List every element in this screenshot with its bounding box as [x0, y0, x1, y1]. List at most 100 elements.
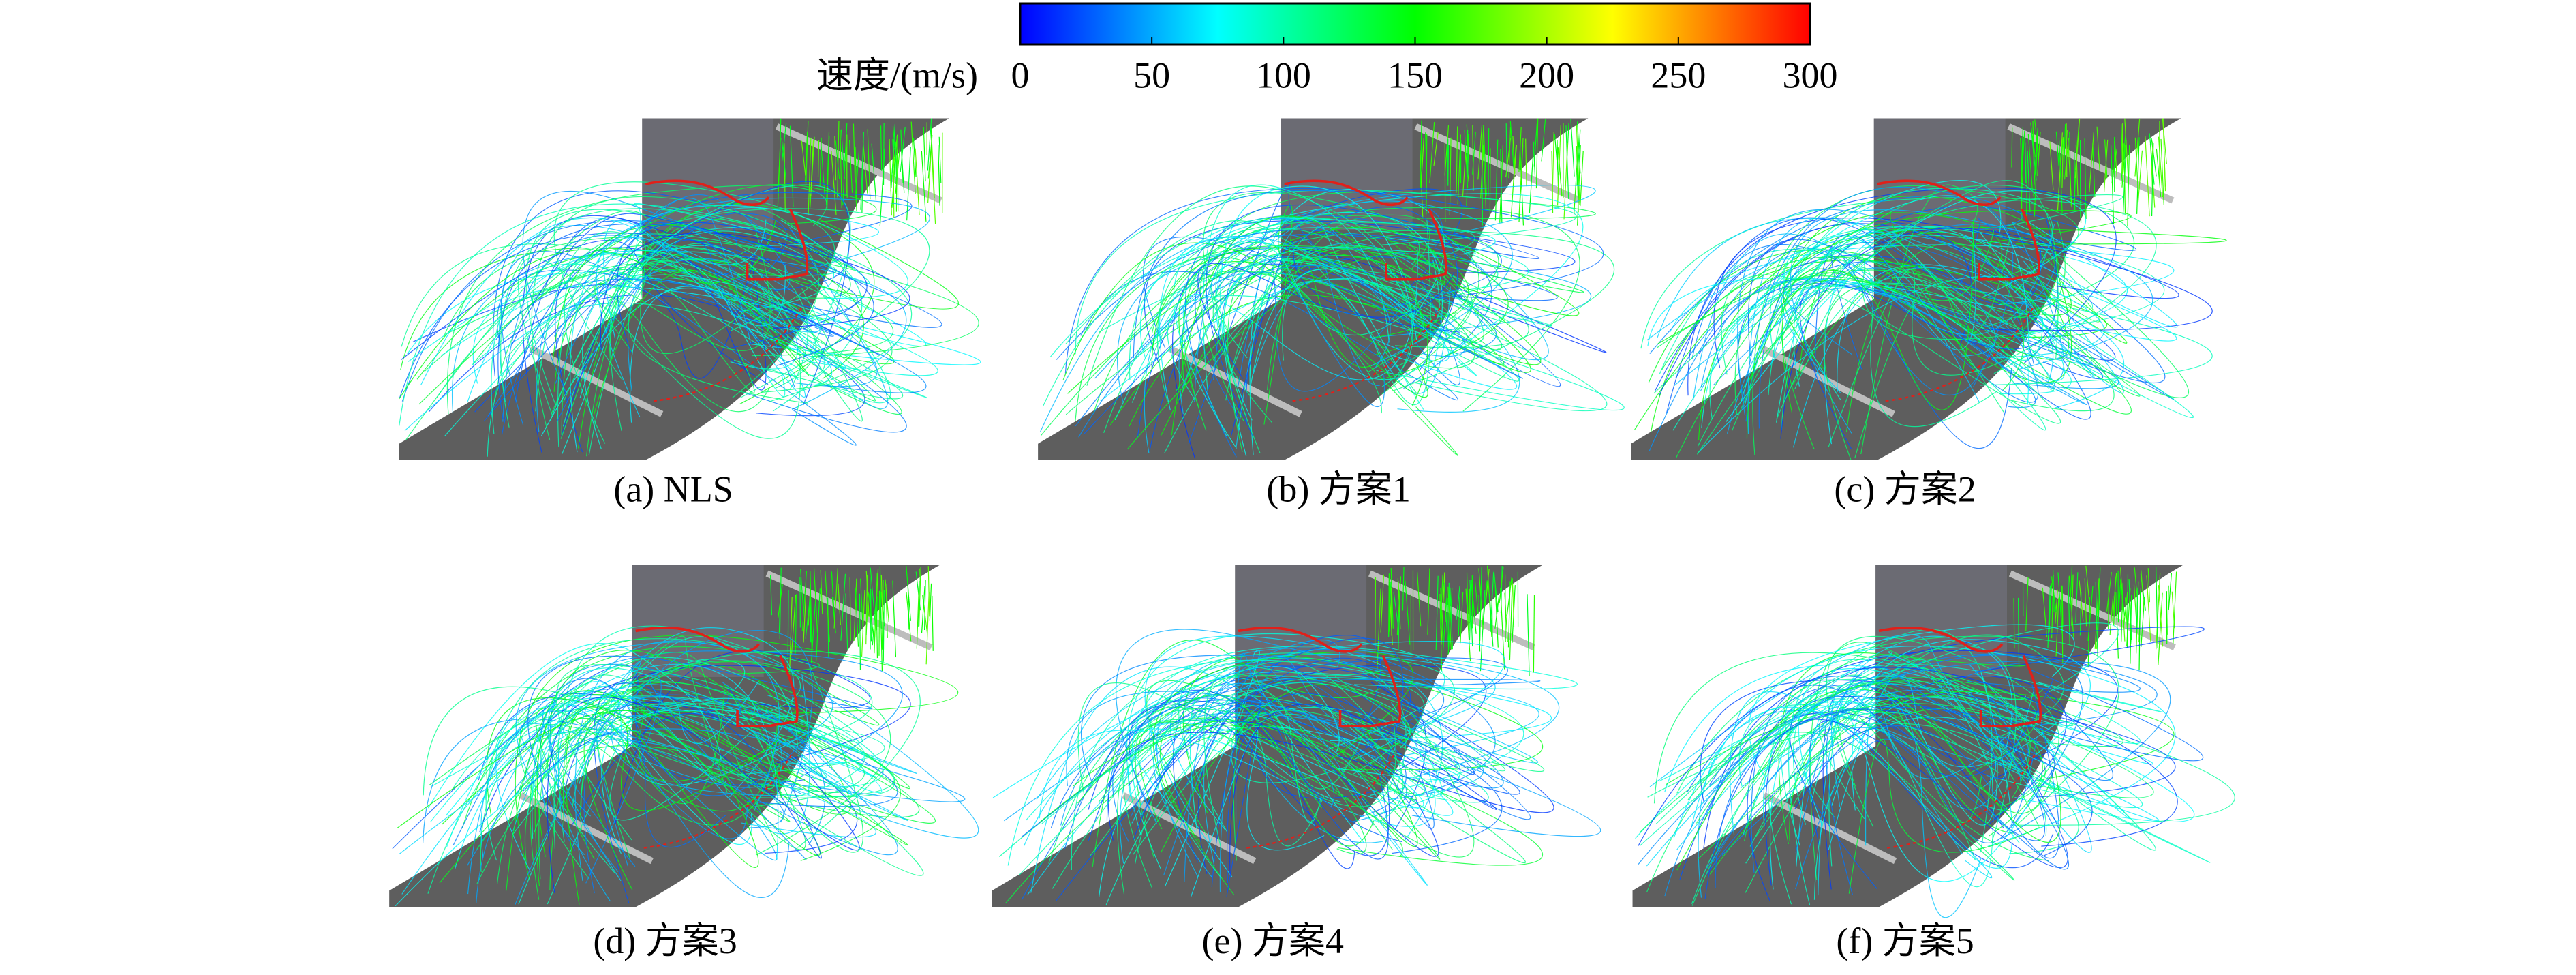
streamline [549, 682, 910, 890]
panel-caption: (d) 方案3 [593, 920, 737, 961]
streamline [2071, 574, 2074, 626]
streamline [553, 197, 752, 344]
streamline [1749, 219, 1974, 410]
streamline [1493, 570, 1499, 612]
streamline [923, 127, 926, 182]
streamline [1640, 197, 2157, 374]
streamline [2136, 137, 2140, 214]
streamline [2092, 143, 2096, 198]
streamline [808, 137, 812, 215]
streamline [1823, 249, 2190, 460]
streamline [840, 573, 846, 641]
streamline [2096, 126, 2100, 171]
streamline [1195, 233, 1492, 419]
streamline [1173, 217, 1496, 449]
streamline [927, 134, 933, 179]
streamline [848, 140, 853, 193]
streamline [500, 251, 857, 446]
streamline [1393, 592, 1399, 626]
streamline [1747, 239, 2091, 420]
streamline [1227, 241, 1502, 453]
streamline [2138, 590, 2141, 670]
streamline [1679, 711, 2007, 880]
streamline [2151, 142, 2154, 216]
streamline [443, 236, 979, 357]
section-band [2007, 123, 2175, 204]
streamline [2074, 151, 2076, 211]
streamline [1129, 687, 1520, 815]
vortex-core [736, 655, 799, 728]
panel [1631, 118, 2227, 460]
streamline [518, 636, 798, 905]
streamline [609, 274, 755, 393]
streamline [561, 249, 767, 437]
streamline [2136, 587, 2138, 631]
streamline [1790, 681, 2141, 804]
streamline [474, 181, 850, 412]
streamline [1730, 691, 1993, 879]
streamline [1488, 128, 1490, 196]
streamline [2030, 122, 2036, 158]
streamline [799, 569, 804, 610]
streamline [878, 590, 880, 656]
streamline [1151, 232, 1580, 369]
streamline [1456, 126, 1458, 193]
streamline [1077, 682, 1396, 807]
streamline [801, 140, 806, 176]
streamline [2120, 132, 2127, 185]
streamline [431, 658, 746, 787]
streamline [1705, 690, 1982, 918]
streamline [1749, 666, 2025, 847]
panel [1632, 565, 2235, 918]
streamline [502, 258, 893, 393]
streamline [1500, 588, 1505, 670]
streamline [1156, 647, 1560, 877]
streamline [2109, 596, 2114, 635]
vortex-core [645, 179, 770, 207]
streamline [2113, 576, 2116, 625]
streamline [1698, 708, 2046, 860]
streamline [915, 148, 920, 215]
streamline [444, 245, 798, 436]
streamline [1447, 586, 1452, 650]
streamline [840, 129, 845, 179]
streamline [861, 143, 864, 213]
streamline [497, 223, 874, 419]
streamline [1791, 265, 1980, 387]
streamline [868, 593, 874, 635]
streamline [1779, 228, 2027, 380]
streamline [476, 728, 966, 903]
streamline [2160, 138, 2164, 205]
streamline [2025, 577, 2029, 632]
streamline [1768, 196, 2059, 351]
streamline [2145, 136, 2150, 217]
streamline [2104, 139, 2108, 179]
streamline [840, 130, 842, 209]
streamline [1745, 659, 2004, 864]
streamline [1041, 682, 1411, 824]
streamline [2103, 139, 2109, 192]
streamline [1144, 184, 1596, 453]
streamline [1691, 244, 2039, 403]
streamline [1149, 188, 1462, 451]
streamline [523, 682, 812, 781]
streamline [1790, 209, 2153, 434]
streamline [1691, 674, 1976, 906]
streamline [1215, 241, 1484, 453]
streamline [2123, 592, 2128, 629]
vortex-core [1979, 655, 2042, 728]
streamline [1732, 195, 2029, 405]
streamline [2137, 150, 2143, 202]
streamline [831, 150, 837, 215]
streamline [1094, 234, 1381, 386]
streamline [485, 703, 885, 861]
streamline [446, 703, 752, 847]
streamline [834, 136, 837, 181]
streamline [480, 728, 843, 873]
streamline [842, 123, 848, 206]
streamline [1726, 190, 2087, 423]
streamline [1175, 246, 1445, 391]
streamline [2106, 572, 2112, 612]
streamline [1482, 144, 1487, 212]
streamline [1182, 654, 1544, 813]
